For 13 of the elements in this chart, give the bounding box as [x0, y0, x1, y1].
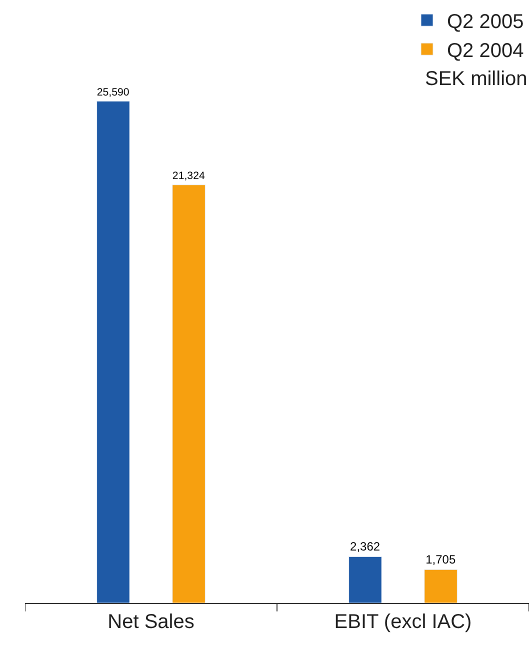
x-tick-label: Net Sales — [108, 611, 194, 633]
data-label: 2,362 — [350, 540, 380, 554]
text: SEK million — [425, 68, 528, 90]
legend-label: Q2 2004 — [447, 40, 524, 62]
x-tick-label: EBIT (excl IAC) — [334, 611, 472, 633]
bar — [96, 100, 130, 603]
bar — [348, 556, 382, 603]
data-label: 25,590 — [96, 86, 130, 99]
legend-label: Q2 2005 — [447, 10, 524, 33]
bar — [424, 569, 458, 603]
data-label: 21,324 — [172, 170, 205, 182]
data-label: 1,705 — [426, 552, 456, 567]
bar — [172, 184, 206, 603]
